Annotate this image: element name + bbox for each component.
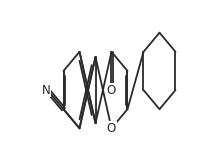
- Text: N: N: [41, 84, 50, 97]
- Text: O: O: [107, 122, 116, 135]
- Text: O: O: [107, 84, 116, 97]
